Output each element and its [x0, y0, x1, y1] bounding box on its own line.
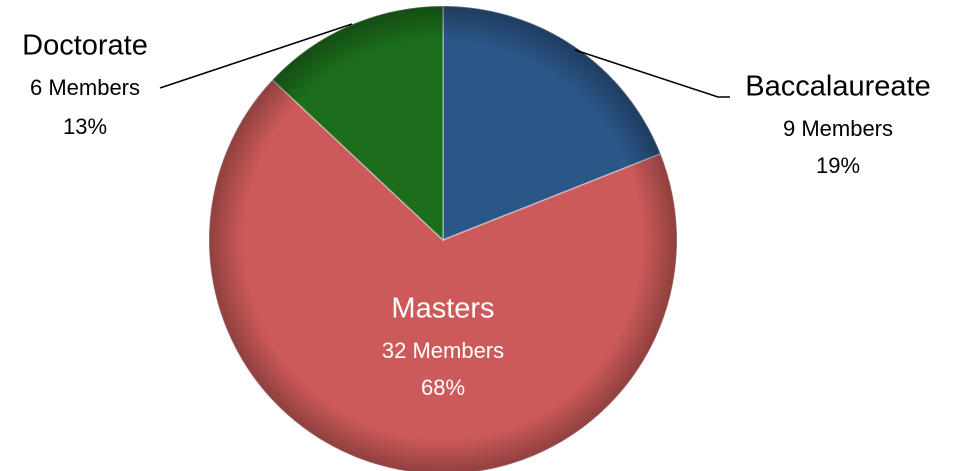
leader-line	[574, 49, 730, 98]
pie	[208, 5, 678, 471]
slice-count-label: 32 Members	[382, 338, 504, 363]
slice-count-label: 9 Members	[783, 116, 893, 141]
slice-label: Baccalaureate	[745, 71, 930, 103]
slice-value-label: 19%	[816, 153, 860, 178]
slice-count-label: 6 Members	[30, 75, 140, 100]
slice-label: Doctorate	[22, 30, 148, 62]
leader-line	[159, 23, 353, 89]
slice-value-label: 13%	[63, 114, 107, 139]
slice-label: Masters	[391, 293, 494, 325]
slice-value-label: 68%	[421, 375, 465, 400]
